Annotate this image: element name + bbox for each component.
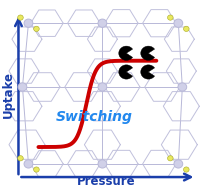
Circle shape [167, 15, 172, 20]
Circle shape [18, 15, 23, 20]
Circle shape [18, 83, 27, 91]
Circle shape [34, 167, 39, 172]
Circle shape [183, 26, 188, 31]
Circle shape [177, 83, 186, 91]
Circle shape [98, 83, 106, 91]
Text: Uptake: Uptake [2, 71, 15, 118]
Circle shape [173, 160, 182, 168]
Circle shape [24, 160, 33, 168]
Wedge shape [118, 46, 132, 60]
Text: Switching: Switching [56, 110, 132, 124]
Text: Pressure: Pressure [77, 175, 135, 188]
Wedge shape [140, 65, 154, 79]
Circle shape [98, 19, 106, 27]
Wedge shape [118, 65, 132, 79]
Circle shape [98, 160, 106, 168]
Circle shape [173, 19, 182, 27]
Circle shape [24, 19, 33, 27]
Wedge shape [140, 46, 154, 60]
Circle shape [18, 156, 23, 161]
Circle shape [34, 26, 39, 31]
Circle shape [183, 167, 188, 172]
Circle shape [167, 156, 172, 161]
